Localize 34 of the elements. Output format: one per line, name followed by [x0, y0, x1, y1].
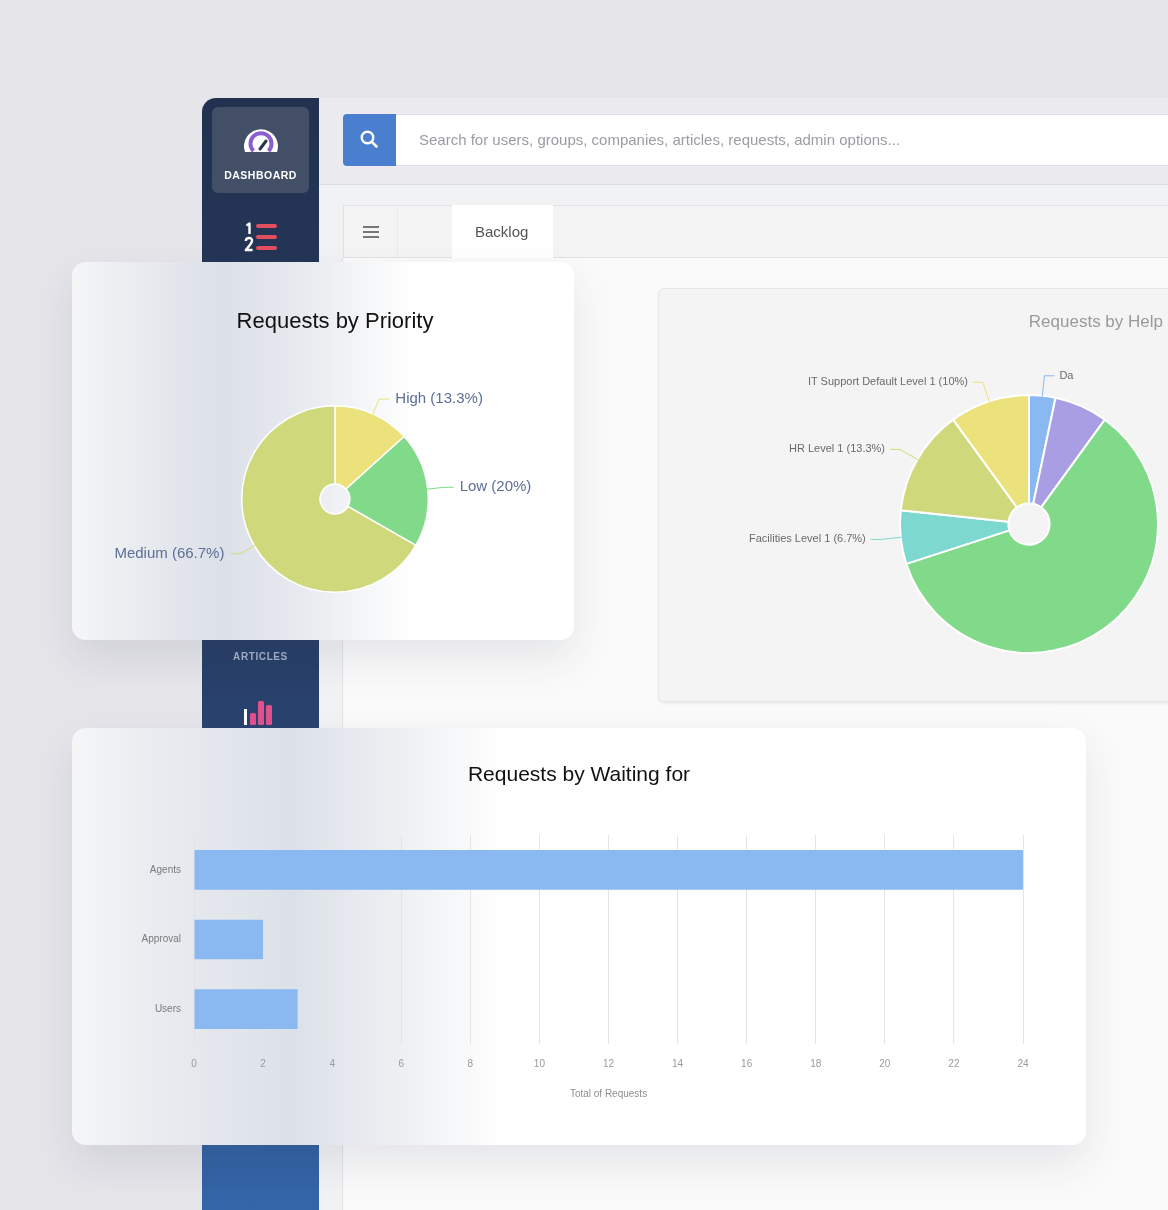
chart-title: Requests by Waiting for — [467, 761, 691, 785]
y-tick-label: Agents — [149, 863, 181, 875]
slice-label: HR Level 1 (13.3%) — [789, 442, 886, 455]
x-axis-title: Total of Requests — [569, 1087, 648, 1099]
chart-title: Requests by Help — [1028, 311, 1163, 331]
bar — [194, 989, 298, 1030]
x-tick-label: 22 — [948, 1057, 960, 1069]
x-tick-label: 14 — [672, 1057, 684, 1069]
tab: Backlog — [452, 205, 553, 258]
y-tick-label: Users — [154, 1002, 181, 1014]
x-tick-label: 16 — [741, 1057, 753, 1069]
x-tick-label: 10 — [533, 1057, 546, 1069]
nav-button: DASHBOARD — [212, 107, 309, 193]
x-tick-label: 0 — [191, 1057, 198, 1069]
x-tick-label: 24 — [1017, 1057, 1029, 1069]
bar — [194, 849, 1023, 890]
slice-label: Facilities Level 1 (6.7%) — [749, 532, 866, 545]
slice-label: Da — [1059, 368, 1075, 381]
x-tick-label: 6 — [398, 1057, 405, 1069]
x-tick-label: 20 — [879, 1057, 891, 1069]
y-tick-label: Approval — [141, 933, 181, 945]
slice-label: IT Support Default Level 1 (10%) — [807, 375, 968, 388]
bar — [194, 919, 264, 960]
slice-label: Medium (66.7%) — [114, 543, 225, 561]
slice-label: Low (20%) — [459, 477, 532, 495]
x-tick-label: 18 — [810, 1057, 822, 1069]
search-field: Search for users, groups, companies, articles, requests, admin options... — [396, 114, 1168, 166]
text: ARTICLES — [233, 651, 288, 662]
x-tick-label: 2 — [260, 1057, 267, 1069]
x-tick-label: 4 — [329, 1057, 336, 1069]
x-tick-label: 8 — [467, 1057, 474, 1069]
slice-label: High (13.3%) — [395, 389, 483, 407]
chart-title: Requests by Priority — [236, 308, 434, 334]
x-tick-label: 12 — [602, 1057, 615, 1069]
